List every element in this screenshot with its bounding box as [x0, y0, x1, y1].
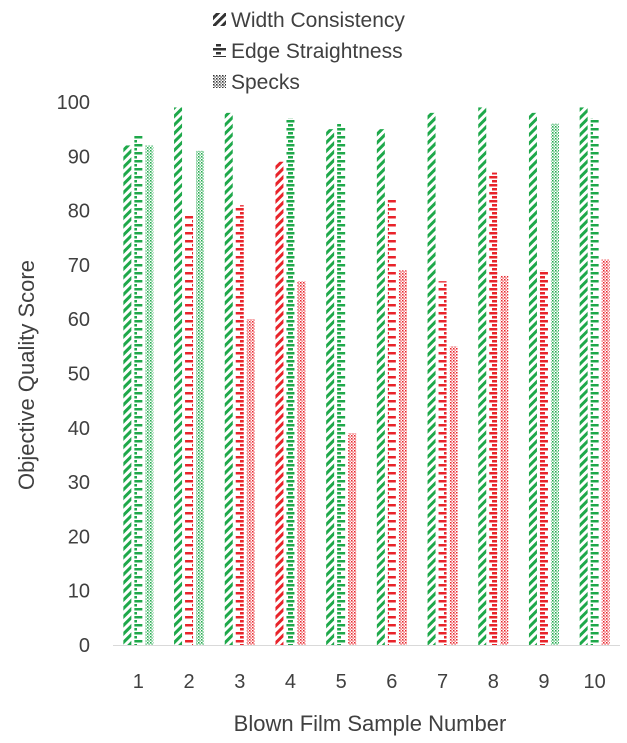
- y-tick-label: 20: [68, 526, 90, 548]
- y-tick-label: 0: [79, 635, 90, 657]
- y-tick-label: 30: [68, 472, 90, 494]
- legend-swatch-3: [213, 75, 226, 88]
- bar-dotted-sample-8: [500, 275, 509, 645]
- bar-dotted-sample-4: [297, 281, 306, 645]
- y-tick-label: 10: [68, 581, 90, 603]
- bar-dotted-sample-9: [550, 123, 559, 646]
- bar-horizontal-dashes-sample-8: [489, 172, 498, 645]
- bar-dotted-sample-10: [601, 259, 610, 645]
- bar-diagonal-stripes-sample-6: [376, 129, 385, 645]
- x-tick-label: 4: [285, 671, 296, 693]
- legend: Width Consistency Edge Straightness Specks: [213, 9, 405, 94]
- y-tick-label: 60: [68, 309, 90, 331]
- bar-dotted-sample-7: [449, 346, 458, 645]
- y-tick-label: 90: [68, 146, 90, 168]
- bar-horizontal-dashes-sample-5: [337, 123, 346, 646]
- y-tick-label: 100: [57, 92, 90, 114]
- bar-diagonal-stripes-sample-7: [427, 112, 436, 646]
- x-tick-label: 2: [183, 671, 194, 693]
- x-tick-label: 3: [234, 671, 245, 693]
- bar-dotted-sample-3: [246, 319, 255, 645]
- bar-horizontal-dashes-sample-1: [134, 134, 143, 645]
- bar-dotted-sample-2: [196, 150, 205, 645]
- y-tick-label: 70: [68, 255, 90, 277]
- x-tick-label: 8: [488, 671, 499, 693]
- bar-diagonal-stripes-sample-1: [123, 145, 132, 645]
- bar-diagonal-stripes-sample-2: [174, 107, 183, 646]
- bar-horizontal-dashes-sample-4: [286, 118, 295, 646]
- y-tick-label: 40: [68, 418, 90, 440]
- x-axis-label: Blown Film Sample Number: [234, 711, 507, 736]
- y-axis: 0 10 20 30 40 50 60 70 80 90 100: [57, 92, 90, 657]
- legend-label-2: Edge Straightness: [231, 40, 403, 63]
- x-tick-label: 9: [538, 671, 549, 693]
- legend-swatch-1: [213, 13, 226, 26]
- bar-diagonal-stripes-sample-10: [579, 107, 588, 646]
- bar-horizontal-dashes-sample-10: [590, 118, 599, 646]
- bar-dotted-sample-5: [348, 433, 357, 645]
- bar-diagonal-stripes-sample-3: [224, 112, 233, 646]
- y-tick-label: 80: [68, 201, 90, 223]
- x-tick-label: 5: [336, 671, 347, 693]
- x-tick-label: 1: [133, 671, 144, 693]
- bar-horizontal-dashes-sample-7: [438, 281, 447, 645]
- bar-horizontal-dashes-sample-3: [235, 205, 244, 646]
- legend-swatch-2: [213, 44, 226, 57]
- bar-horizontal-dashes-sample-9: [539, 270, 548, 645]
- bar-diagonal-stripes-sample-9: [528, 112, 537, 646]
- legend-label-1: Width Consistency: [231, 9, 405, 32]
- bar-dotted-sample-1: [145, 145, 154, 645]
- x-tick-label: 10: [584, 671, 606, 693]
- y-tick-label: 50: [68, 364, 90, 386]
- y-axis-label: Objective Quality Score: [14, 260, 39, 490]
- x-axis: 1 2 3 4 5 6 7 8 9 10: [113, 645, 620, 693]
- bar-horizontal-dashes-sample-6: [387, 199, 396, 646]
- bar-horizontal-dashes-sample-2: [185, 216, 194, 645]
- bar-dotted-sample-6: [398, 270, 407, 645]
- x-tick-label: 6: [386, 671, 397, 693]
- legend-label-3: Specks: [231, 71, 300, 94]
- bars: [123, 107, 610, 646]
- x-tick-label: 7: [437, 671, 448, 693]
- bar-diagonal-stripes-sample-8: [478, 107, 487, 646]
- bar-diagonal-stripes-sample-4: [275, 161, 284, 646]
- bar-diagonal-stripes-sample-5: [326, 129, 335, 645]
